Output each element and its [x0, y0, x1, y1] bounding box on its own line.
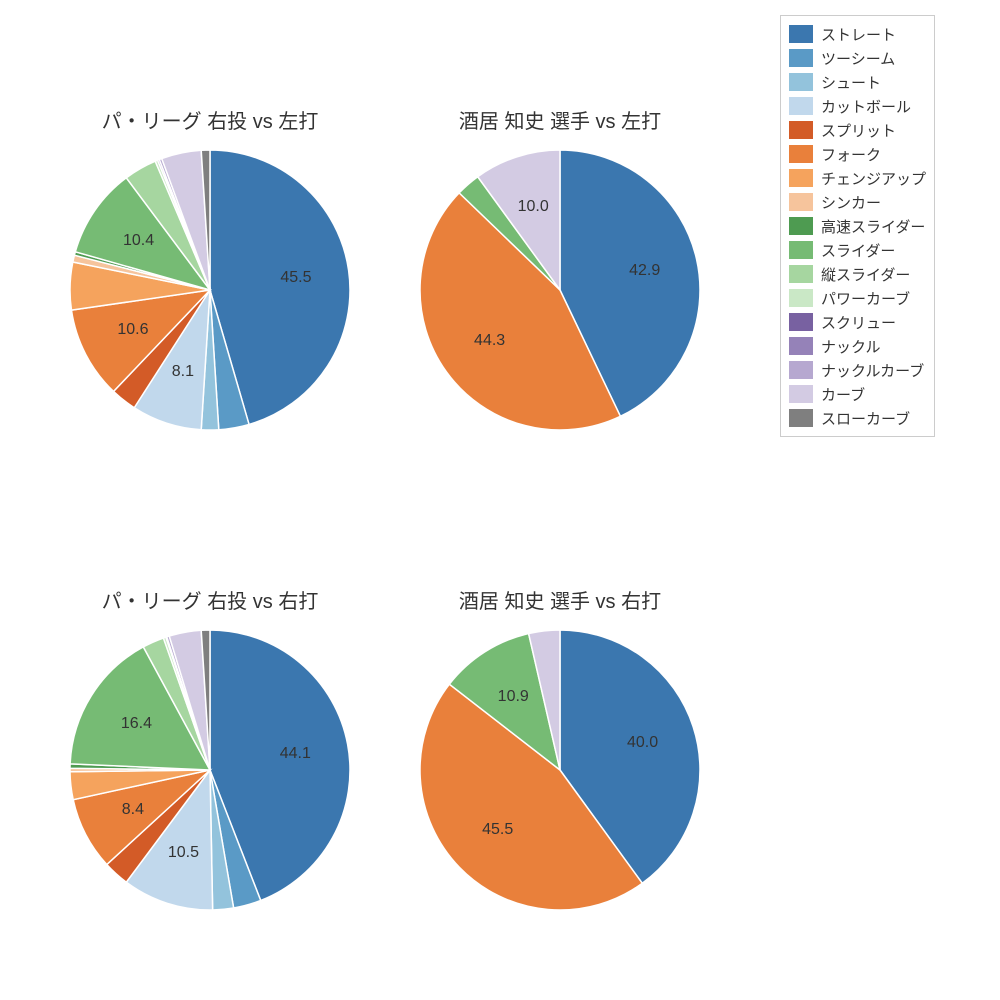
legend-label-slowcurve: スローカーブ [821, 408, 910, 429]
legend-swatch-sinker [789, 193, 813, 211]
legend-label-straight: ストレート [821, 24, 896, 45]
legend-label-twoseam: ツーシーム [821, 48, 895, 69]
legend-item-cutball: カットボール [789, 94, 926, 118]
pie-label-bl-straight: 44.1 [280, 745, 311, 763]
legend-label-vslider: 縦スライダー [821, 264, 910, 285]
legend-item-screw: スクリュー [789, 310, 926, 334]
legend-item-slowcurve: スローカーブ [789, 406, 926, 430]
chart-stage: パ・リーグ 右投 vs 左打 45.5 8.1 10.6 10.4 酒居 知史 選手 vs… [0, 0, 1000, 1000]
legend-swatch-fastslider [789, 217, 813, 235]
chart-title-br: 酒居 知史 選手 vs 右打 [459, 585, 661, 614]
legend-label-fork: フォーク [821, 144, 881, 165]
legend-item-curve: カーブ [789, 382, 926, 406]
legend-item-vslider: 縦スライダー [789, 262, 926, 286]
legend: ストレートツーシームシュートカットボールスプリットフォークチェンジアップシンカー… [780, 15, 935, 437]
legend-label-cutball: カットボール [821, 96, 911, 117]
pie-label-br-straight: 40.0 [627, 734, 658, 752]
pie-br [418, 628, 702, 912]
legend-swatch-split [789, 121, 813, 139]
chart-title-tl: パ・リーグ 右投 vs 左打 [102, 105, 319, 134]
legend-label-split: スプリット [821, 120, 896, 141]
pie-label-tl-slider: 10.4 [123, 232, 154, 250]
legend-item-sinker: シンカー [789, 190, 926, 214]
pie-label-tl-fork: 10.6 [117, 321, 148, 339]
legend-swatch-knucklecurve [789, 361, 813, 379]
legend-item-knuckle: ナックル [789, 334, 926, 358]
legend-item-changeup: チェンジアップ [789, 166, 926, 190]
legend-swatch-slowcurve [789, 409, 813, 427]
legend-swatch-curve [789, 385, 813, 403]
legend-label-changeup: チェンジアップ [821, 168, 926, 189]
legend-label-powercurve: パワーカーブ [821, 288, 910, 309]
legend-swatch-slider [789, 241, 813, 259]
legend-swatch-changeup [789, 169, 813, 187]
legend-swatch-shoot [789, 73, 813, 91]
legend-label-shoot: シュート [821, 72, 881, 93]
legend-label-knuckle: ナックル [821, 336, 881, 357]
pie-tr [418, 148, 702, 432]
pie-label-tl-cutball: 8.1 [172, 363, 194, 381]
legend-label-sinker: シンカー [821, 192, 881, 213]
chart-title-tr: 酒居 知史 選手 vs 左打 [459, 105, 661, 134]
legend-label-knucklecurve: ナックルカーブ [821, 360, 924, 381]
legend-item-twoseam: ツーシーム [789, 46, 926, 70]
legend-item-powercurve: パワーカーブ [789, 286, 926, 310]
legend-swatch-powercurve [789, 289, 813, 307]
legend-item-shoot: シュート [789, 70, 926, 94]
legend-swatch-twoseam [789, 49, 813, 67]
chart-title-bl: パ・リーグ 右投 vs 右打 [102, 585, 319, 614]
legend-item-fork: フォーク [789, 142, 926, 166]
legend-item-knucklecurve: ナックルカーブ [789, 358, 926, 382]
pie-label-bl-fork: 8.4 [122, 801, 144, 819]
legend-swatch-straight [789, 25, 813, 43]
legend-swatch-fork [789, 145, 813, 163]
legend-item-straight: ストレート [789, 22, 926, 46]
legend-item-fastslider: 高速スライダー [789, 214, 926, 238]
legend-item-slider: スライダー [789, 238, 926, 262]
pie-label-br-slider: 10.9 [498, 688, 529, 706]
pie-label-tl-straight: 45.5 [280, 269, 311, 287]
pie-label-tr-fork: 44.3 [474, 332, 505, 350]
pie-bl [68, 628, 352, 912]
legend-swatch-vslider [789, 265, 813, 283]
legend-label-curve: カーブ [821, 384, 865, 405]
legend-swatch-cutball [789, 97, 813, 115]
pie-label-tr-curve: 10.0 [518, 198, 549, 216]
legend-swatch-screw [789, 313, 813, 331]
pie-label-tr-straight: 42.9 [629, 262, 660, 280]
legend-label-slider: スライダー [821, 240, 895, 261]
pie-label-bl-slider: 16.4 [121, 715, 152, 733]
pie-label-bl-cutball: 10.5 [168, 844, 199, 862]
legend-swatch-knuckle [789, 337, 813, 355]
pie-tl [68, 148, 352, 432]
legend-item-split: スプリット [789, 118, 926, 142]
legend-label-screw: スクリュー [821, 312, 896, 333]
pie-label-br-fork: 45.5 [482, 821, 513, 839]
legend-label-fastslider: 高速スライダー [821, 216, 925, 237]
